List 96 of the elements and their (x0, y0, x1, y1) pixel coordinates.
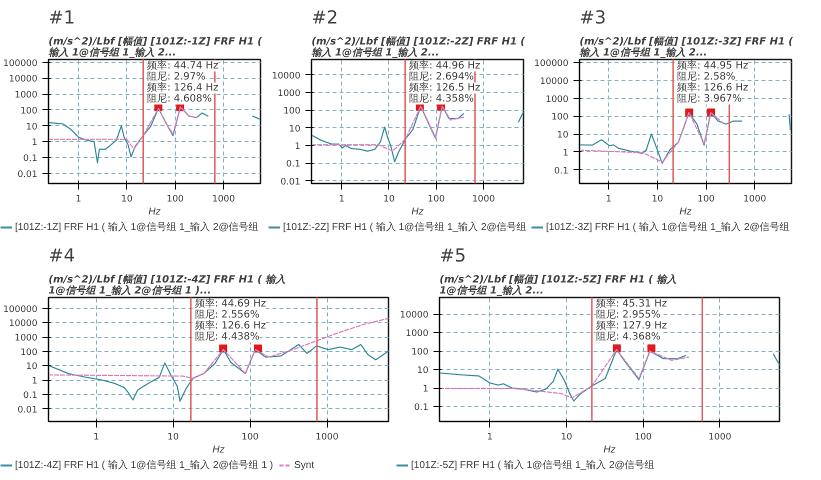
annotation: 阻尼: 4.438% (194, 332, 260, 342)
y-tick-label: 0.1 (23, 390, 38, 401)
y-tick-label: 10000 (540, 76, 569, 87)
chart-title: #1 (48, 8, 76, 28)
annotation: 阻尼: 2.58% (677, 72, 736, 82)
x-tick-label: 1 (487, 432, 493, 442)
annotation: 频率: 126.4 Hz (147, 82, 218, 94)
chart-subtitle: (m/s^2)/Lbf [幅值] [101Z:-4Z] FRF H1 ( 输入 1@信号组 1_输入 2@信号组 1 )... (48, 274, 286, 296)
y-tick-label: 100 (20, 348, 38, 358)
y-tick-label: 0.01 (280, 177, 301, 188)
x-tick-label: 1000 (212, 194, 236, 204)
legend-label: [101Z:-4Z] FRF H1 ( 输入 1@信号组 1_输入 2@信号组 1 ) (15, 458, 274, 472)
y-tick-label: 1000 (278, 89, 301, 100)
y-tick-label: 0.1 (414, 403, 429, 414)
annotation: 频率: 45.31 Hz (596, 298, 668, 310)
annotation: 阻尼: 2.955% (596, 310, 661, 320)
annotation: 阻尼: 3.967% (677, 94, 742, 104)
x-tick-label: 1000 (708, 432, 732, 442)
x-axis-title: Hz (679, 206, 692, 218)
y-tick-label: 10 (26, 362, 38, 372)
y-tick-label: 10000 (272, 71, 301, 82)
x-axis-title: Hz (148, 206, 161, 218)
x-axis-title: Hz (212, 444, 225, 456)
y-tick-label: 100 (411, 348, 429, 358)
y-tick-label: 0.01 (17, 170, 38, 180)
y-tick-label: 10000 (8, 74, 38, 85)
x-tick-label: 100 (697, 194, 715, 204)
x-tick-label: 1000 (472, 194, 496, 204)
y-tick-label: 100000 (534, 59, 569, 70)
annotation: 频率: 126.5 Hz (409, 82, 480, 94)
y-tick-label: 0.1 (286, 160, 301, 170)
annotation: 阻尼: 2.694% (409, 72, 474, 82)
x-tick-label: 100 (634, 432, 652, 442)
y-tick-label: 1 (294, 142, 301, 152)
y-tick-label: 100000 (3, 304, 38, 315)
annotation: 频率: 44.96 Hz (409, 60, 480, 72)
chart-subtitle: (m/s^2)/Lbf [幅值] [101Z:-3Z] FRF H1 ( 输入 1@信号组 1_输入 2... (580, 36, 794, 58)
text: [101Z:-5Z] FRF H1 ( 输入 1@信号组 1_输入 2@信号组 (411, 458, 655, 472)
x-tick-label: 100 (166, 194, 184, 204)
annotation: 频率: 126.6 Hz (677, 82, 748, 94)
annotation: 频率: 127.9 Hz (596, 320, 668, 332)
y-tick-label: 0.1 (23, 154, 38, 164)
x-tick-label: 100 (428, 194, 446, 204)
chart-title: #5 (440, 246, 466, 266)
y-tick-label: 1000 (406, 329, 429, 340)
chart-title: #3 (580, 8, 606, 28)
chart-subtitle: (m/s^2)/Lbf [幅值] [101Z:-2Z] FRF H1 ( 输入 1@信号组 1_输入 2... (312, 36, 526, 58)
annotation: 阻尼: 2.97% (147, 72, 206, 82)
y-tick-label: 100 (551, 112, 569, 123)
y-tick-label: 100 (20, 106, 38, 116)
y-tick-label: 0.01 (17, 405, 38, 416)
annotation: 阻尼: 4.368% (596, 332, 661, 342)
y-tick-label: 10 (417, 366, 429, 376)
x-tick-label: 1 (76, 194, 82, 204)
chart-title: #4 (48, 246, 76, 266)
chart-subtitle: (m/s^2)/Lbf [幅值] [101Z:-1Z] FRF H1 ( 输入 1@信号组 1_输入 2... (48, 36, 262, 58)
x-tick-label: 10 (167, 432, 180, 442)
y-tick-label: 1 (562, 148, 569, 158)
y-tick-label: 100000 (3, 58, 38, 69)
x-tick-label: 1 (338, 194, 345, 204)
annotation: 阻尼: 2.556% (194, 310, 260, 320)
x-tick-label: 100 (241, 432, 259, 442)
y-tick-label: 1 (422, 384, 429, 395)
legend-label: Synt (294, 459, 314, 471)
annotation: 阻尼: 4.358% (409, 94, 474, 104)
chart-subtitle: (m/s^2)/Lbf [幅值] [101Z:-5Z] FRF H1 ( 输入 1@信号组 1_输入 2... (440, 274, 676, 296)
annotation: 频率: 44.95 Hz (677, 60, 748, 72)
x-tick-label: 10 (121, 194, 133, 204)
legend-label: [101Z:-3Z] FRF H1 ( 输入 1@信号组 1_输入 2@信号组 (546, 220, 790, 234)
y-tick-label: 1000 (14, 90, 38, 101)
x-tick-label: 1000 (316, 432, 339, 442)
y-tick-label: 1000 (546, 94, 569, 105)
y-tick-label: 1 (32, 376, 38, 387)
y-tick-label: 1000 (14, 334, 38, 344)
annotation: 频率: 44.69 Hz (194, 298, 266, 310)
y-tick-label: 10000 (400, 310, 429, 321)
x-tick-label: 10 (383, 194, 395, 204)
x-tick-label: 10 (652, 194, 664, 204)
y-tick-label: 100 (283, 106, 301, 117)
x-tick-label: 1000 (743, 194, 766, 204)
legend-label: [101Z:-1Z] FRF H1 ( 输入 1@信号组 1_输入 2@信号组 (15, 220, 259, 234)
annotation: 阻尼: 4.608% (147, 94, 212, 104)
x-axis-title: Hz (411, 206, 424, 218)
annotation: 频率: 126.6 Hz (194, 320, 266, 332)
x-tick-label: 1 (93, 432, 100, 442)
annotation: 频率: 44.74 Hz (147, 60, 218, 72)
y-tick-label: 10 (26, 122, 38, 132)
x-axis-title: Hz (603, 444, 616, 456)
chart-title: #2 (312, 8, 338, 28)
legend-label: [101Z:-2Z] FRF H1 ( 输入 1@信号组 1_输入 2@信号组 (283, 220, 527, 234)
y-tick-label: 1 (32, 138, 38, 148)
y-tick-label: 0.1 (554, 166, 569, 176)
y-tick-label: 10000 (8, 319, 38, 330)
y-tick-label: 10 (289, 124, 301, 134)
y-tick-label: 10 (557, 130, 569, 141)
x-tick-label: 1 (606, 194, 612, 204)
